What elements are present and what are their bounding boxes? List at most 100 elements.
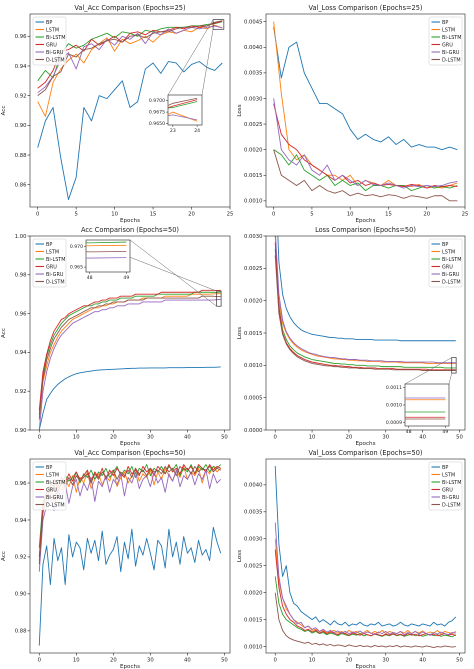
zoom-connector	[448, 373, 452, 385]
x-tick-label: 20	[346, 435, 353, 441]
y-tick-label: 0.90	[15, 123, 27, 129]
x-tick-label: 20	[423, 212, 430, 218]
chart-title: Val_Loss Comparison (Epochs=50)	[309, 449, 423, 457]
chart-title: Val_Acc Comparison (Epochs=50)	[74, 449, 185, 457]
legend-label: Bi-LSTM	[46, 480, 66, 486]
inset-series-line-bi-gru	[168, 114, 198, 121]
series-line-bp	[277, 236, 456, 342]
legend-label: D-LSTM	[46, 502, 65, 508]
legend-label: Bi-GRU	[442, 495, 460, 501]
x-tick-label: 20	[346, 658, 353, 664]
legend-label: GRU	[46, 42, 57, 48]
x-axis-label: Epochs	[355, 441, 375, 447]
series-line-d-lstm	[37, 20, 223, 97]
series-line-bp	[274, 465, 457, 627]
inset-x-tick-label: 23	[170, 128, 176, 134]
inset-y-tick-label: 0.0010	[386, 403, 402, 409]
legend-label: D-LSTM	[442, 502, 461, 508]
legend-label: D-LSTM	[442, 279, 461, 285]
x-tick-label: 0	[274, 658, 278, 664]
legend-label: BP	[442, 242, 448, 248]
y-axis-label: Acc	[1, 106, 7, 116]
y-tick-label: 0.94	[15, 64, 27, 70]
y-tick-label: 0.0040	[244, 483, 263, 489]
series-line-bi-gru	[38, 298, 221, 430]
x-tick-label: 40	[419, 658, 426, 664]
y-tick-label: 0.0030	[244, 537, 263, 543]
zoom-inset: 48 49 0.965 0.970	[70, 239, 222, 307]
p3-panel: Acc Comparison (Epochs=50) 0 10 20 30 40 50 0.9…	[1, 226, 231, 447]
series-line-bi-lstm	[38, 291, 221, 415]
inset-y-tick-label: 0.9650	[149, 121, 165, 127]
x-tick-label: 5	[74, 212, 77, 218]
y-axis-label: Loss	[237, 550, 243, 562]
y-tick-label: 0.0010	[244, 199, 263, 205]
inset-y-tick-label: 0.9700	[149, 98, 165, 104]
series-line-d-lstm	[38, 465, 221, 565]
plot-frame	[265, 458, 466, 654]
legend-label: LSTM	[442, 249, 455, 255]
y-tick-label: 0.92	[15, 555, 27, 561]
series-line-gru	[273, 103, 458, 189]
y-tick-label: 0.0020	[244, 147, 263, 153]
inset-series-line-bp	[0, 225, 197, 654]
y-tick-label: 0.0010	[244, 363, 263, 369]
x-tick-label: 50	[221, 658, 228, 664]
inset-x-tick-label: 49	[123, 275, 129, 281]
inset-y-tick-label: 0.0009	[386, 420, 402, 426]
y-tick-label: 0.92	[15, 93, 27, 99]
legend-label: D-LSTM	[46, 279, 65, 285]
zoom-region-marker	[451, 357, 457, 374]
series-line-bp	[37, 61, 223, 201]
series-line-d-lstm	[274, 592, 456, 649]
y-tick-label: 0.0030	[244, 96, 263, 102]
x-tick-label: 15	[385, 212, 392, 218]
y-tick-label: 0.96	[15, 34, 27, 40]
legend-label: LSTM	[442, 27, 455, 33]
inset-x-tick-label: 49	[442, 429, 448, 435]
legend-label: BP	[442, 20, 448, 26]
legend-label: GRU	[442, 42, 453, 48]
series-line-gru	[38, 464, 221, 557]
zoom-connector	[404, 357, 452, 385]
x-tick-label: 5	[310, 212, 313, 218]
inset-x-tick-label: 48	[406, 429, 412, 435]
y-tick-label: 0.86	[15, 183, 27, 189]
y-tick-label: 0.0025	[244, 266, 263, 272]
series-line-d-lstm	[273, 149, 458, 202]
legend-label: Bi-LSTM	[442, 35, 462, 41]
series-line-bi-gru	[275, 236, 456, 364]
y-tick-label: 0.0030	[244, 234, 263, 240]
series-line-bi-lstm	[274, 576, 457, 638]
p2-panel: Val_Loss Comparison (Epochs=25) 0 5 10 15 20 2…	[237, 4, 468, 224]
chart-title: Loss Comparison (Epochs=50)	[315, 226, 416, 234]
x-tick-label: 0	[38, 435, 42, 441]
series-line-gru	[274, 242, 456, 371]
series-line-lstm	[38, 293, 221, 421]
y-tick-label: 0.0045	[244, 19, 263, 25]
series-line-gru	[37, 20, 223, 89]
inset-y-tick-label: 0.0011	[386, 385, 402, 391]
x-tick-label: 20	[110, 435, 117, 441]
legend-label: Bi-LSTM	[46, 257, 66, 263]
plot-frame	[265, 13, 466, 208]
x-axis-label: Epochs	[355, 218, 375, 224]
y-tick-label: 0.0015	[244, 173, 263, 179]
y-axis-label: Acc	[1, 551, 7, 561]
x-tick-label: 20	[188, 212, 195, 218]
inset-series-group	[0, 97, 198, 654]
y-axis-label: Acc	[1, 328, 7, 338]
legend-label: BP	[46, 20, 52, 26]
x-tick-label: 40	[184, 435, 191, 441]
y-tick-label: 0.94	[15, 350, 27, 356]
inset-series-line-bi-lstm	[405, 411, 446, 413]
legend-label: Bi-LSTM	[442, 257, 462, 263]
y-tick-label: 0.0025	[244, 122, 263, 128]
x-tick-label: 0	[38, 658, 42, 664]
y-tick-label: 0.0020	[244, 590, 263, 596]
inset-y-tick-label: 0.970	[70, 244, 83, 250]
p4-panel: Loss Comparison (Epochs=50)0 10 20 30 40 500.…	[237, 226, 466, 447]
legend-label: GRU	[442, 264, 453, 270]
series-line-bp	[38, 366, 221, 430]
